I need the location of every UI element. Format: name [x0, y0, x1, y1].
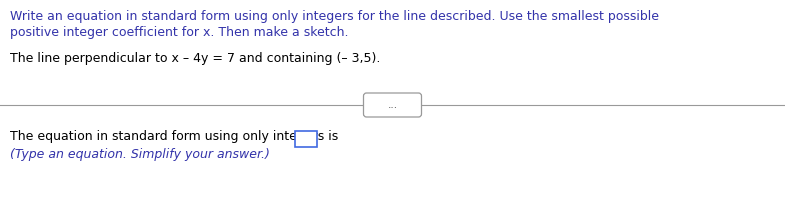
- Text: positive integer coefficient for x. Then make a sketch.: positive integer coefficient for x. Then…: [10, 26, 349, 39]
- Text: .: .: [319, 130, 323, 143]
- FancyBboxPatch shape: [295, 131, 317, 147]
- Text: (Type an equation. Simplify your answer.): (Type an equation. Simplify your answer.…: [10, 148, 270, 161]
- Text: ...: ...: [388, 100, 397, 110]
- Text: The line perpendicular to x – 4y = 7 and containing (– 3,5).: The line perpendicular to x – 4y = 7 and…: [10, 52, 381, 65]
- FancyBboxPatch shape: [363, 93, 422, 117]
- Text: Write an equation in standard form using only integers for the line described. U: Write an equation in standard form using…: [10, 10, 659, 23]
- Text: The equation in standard form using only integers is: The equation in standard form using only…: [10, 130, 342, 143]
